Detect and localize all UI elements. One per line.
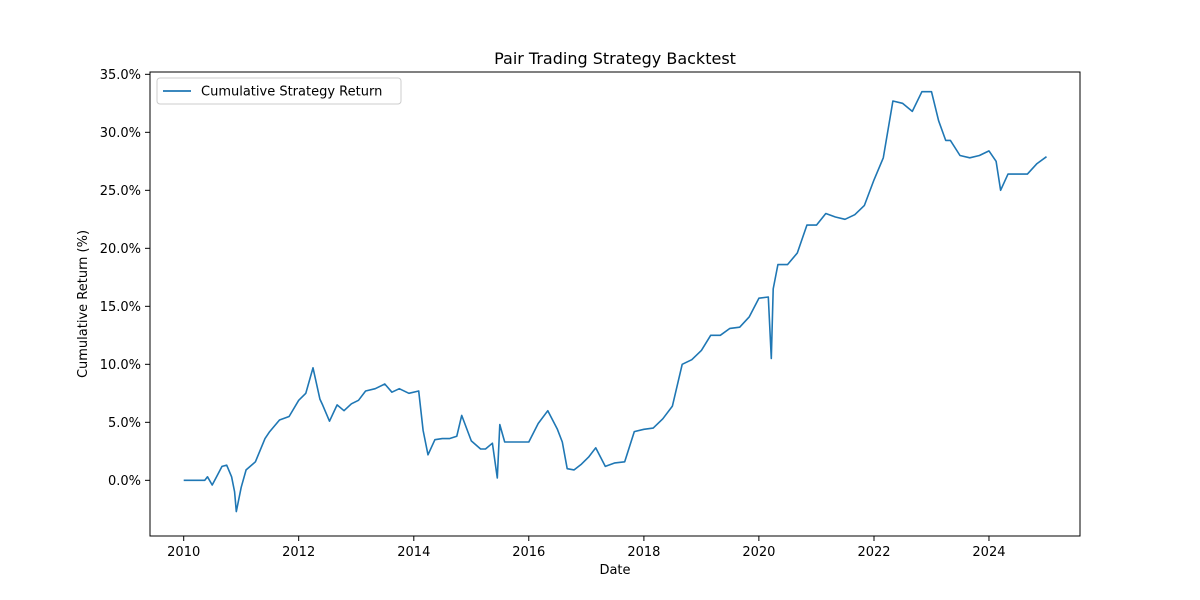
y-tick-label: 10.0% (100, 358, 141, 373)
y-tick-label: 25.0% (100, 184, 141, 199)
y-tick-label: 20.0% (100, 242, 141, 257)
x-tick-label: 2012 (282, 545, 315, 560)
legend-box (156, 77, 402, 105)
x-tick-label: 2024 (972, 545, 1005, 560)
plot-frame (149, 71, 1081, 537)
legend: Cumulative Strategy Return (156, 77, 402, 105)
y-tick-label: 0.0% (108, 474, 141, 489)
y-tick-label: 15.0% (100, 300, 141, 315)
series-line-cumulative-strategy-return (183, 90, 1047, 513)
y-tick-label: 35.0% (100, 68, 141, 83)
x-tick-label: 2018 (627, 545, 660, 560)
y-axis-title: Cumulative Return (%) (76, 230, 91, 378)
plot-area (150, 72, 1080, 536)
y-axis: 0.0% 5.0% 10.0% 15.0% 20.0% 25.0% 30.0% 35.0% (100, 68, 150, 489)
x-tick-label: 2020 (742, 545, 775, 560)
x-axis-title: Date (599, 563, 630, 578)
legend-label: Cumulative Strategy Return (201, 85, 382, 100)
x-axis: 2010 2012 2014 2016 2018 2020 2022 2024 (167, 536, 1006, 560)
y-tick-label: 5.0% (108, 416, 141, 431)
x-tick-label: 2014 (397, 545, 430, 560)
x-tick-label: 2016 (512, 545, 545, 560)
chart-title: Pair Trading Strategy Backtest (494, 49, 736, 68)
y-tick-label: 30.0% (100, 126, 141, 141)
x-tick-label: 2010 (167, 545, 200, 560)
x-tick-label: 2022 (857, 545, 890, 560)
